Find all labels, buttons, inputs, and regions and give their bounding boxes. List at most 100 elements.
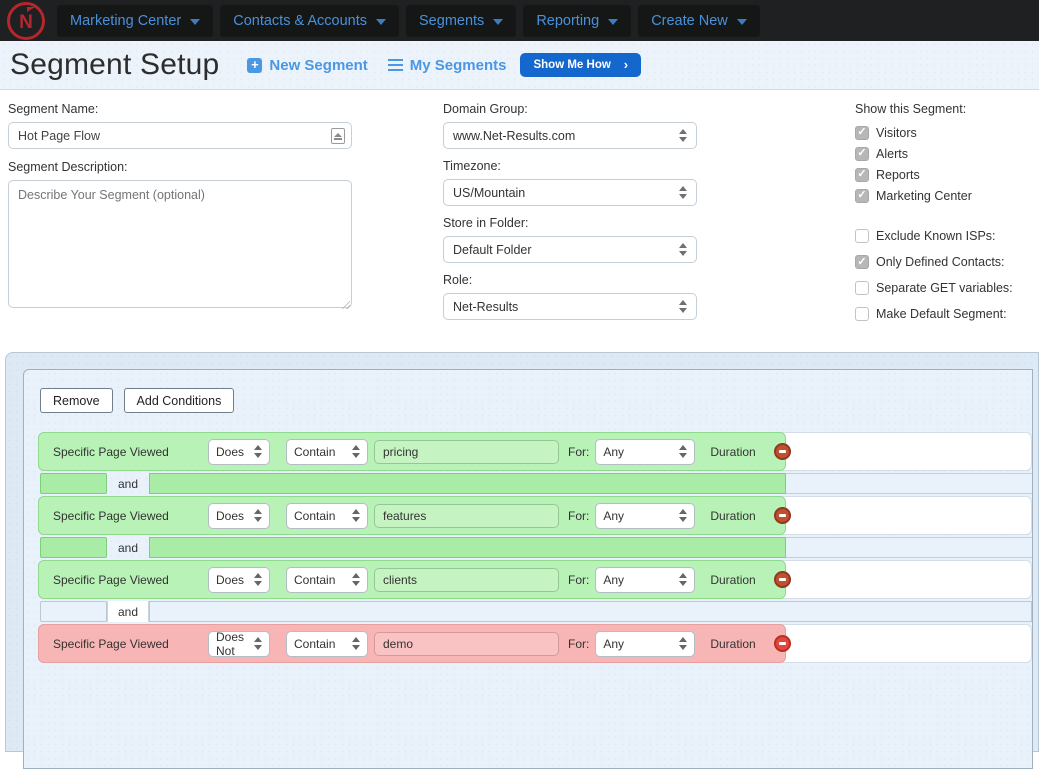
- connector-bar: [149, 601, 1032, 622]
- remove-condition-icon[interactable]: [773, 507, 791, 524]
- condition-row: Specific Page Viewed Does Contain For: Any Du…: [38, 432, 1032, 471]
- condition-value-input[interactable]: [374, 503, 559, 528]
- show-me-how-label: Show Me How: [533, 58, 611, 71]
- nav-item-label: Segments: [419, 12, 485, 29]
- selected-value: Contain: [294, 572, 336, 587]
- segment-name-label: Segment Name:: [8, 102, 99, 116]
- condition-value-input[interactable]: [374, 631, 559, 656]
- condition-field-label: Specific Page Viewed: [53, 444, 169, 459]
- condition-list: Specific Page Viewed Does Contain For: Any Du…: [38, 432, 1032, 663]
- domain-group-select[interactable]: www.Net-Results.com: [443, 122, 697, 149]
- nav-item-create-new[interactable]: Create New: [638, 4, 760, 37]
- condition-row-content: Specific Page Viewed Does Contain For: Any Du…: [39, 561, 1031, 598]
- net-results-logo[interactable]: N: [3, 1, 47, 41]
- operator-select[interactable]: Does: [208, 566, 270, 593]
- form-group-domain-group: Domain Group: www.Net-Results.com: [443, 102, 697, 149]
- checkbox-label: Separate GET variables:: [876, 281, 1013, 295]
- segment-name-field[interactable]: [8, 122, 352, 149]
- comparison-select[interactable]: Contain: [286, 630, 368, 657]
- checkbox-reports[interactable]: ✓: [855, 167, 869, 182]
- nav-item-label: Create New: [651, 12, 728, 29]
- up-down-arrows-icon: [679, 637, 688, 650]
- add-conditions-button[interactable]: Add Conditions: [123, 388, 235, 413]
- remove-condition-icon[interactable]: [773, 571, 791, 588]
- segment-description-field[interactable]: [8, 180, 352, 308]
- for-label: For:: [568, 444, 590, 459]
- nav-item-segments[interactable]: Segments: [406, 4, 517, 37]
- up-down-arrows-icon: [254, 637, 262, 650]
- connector-spacer: [40, 537, 107, 558]
- chevron-down-icon: [493, 18, 504, 25]
- logo-letter: N: [19, 11, 33, 33]
- selected-value: Any: [603, 508, 625, 523]
- role-label: Role:: [443, 273, 473, 287]
- condition-row: Specific Page Viewed Does Contain For: Any Du…: [38, 496, 1032, 535]
- checkbox-visitors[interactable]: ✓: [855, 125, 869, 140]
- duration-label: Duration: [710, 508, 756, 523]
- new-segment-button[interactable]: + New Segment: [247, 56, 368, 74]
- show-me-how-button[interactable]: Show Me How ›: [520, 53, 642, 77]
- up-down-arrows-icon: [679, 573, 688, 586]
- up-down-arrows-icon: [679, 243, 687, 256]
- operator-select[interactable]: Does: [208, 438, 270, 465]
- checkbox-marketing-center[interactable]: ✓: [855, 188, 869, 203]
- my-segments-button[interactable]: My Segments: [387, 56, 507, 74]
- condition-row: Specific Page Viewed Does Not Contain For: A…: [38, 624, 1032, 663]
- up-down-arrows-icon: [352, 509, 360, 522]
- condition-row-content: Specific Page Viewed Does Contain For: Any Du…: [39, 433, 1031, 470]
- remove-condition-icon[interactable]: [773, 443, 791, 460]
- checkbox-make-default-segment[interactable]: [855, 307, 869, 321]
- checkbox-separate-get-variables[interactable]: [855, 281, 869, 295]
- selected-value: Default Folder: [453, 242, 532, 257]
- store-in-folder-select[interactable]: Default Folder: [443, 236, 697, 263]
- role-select[interactable]: Net-Results: [443, 293, 697, 320]
- for-select[interactable]: Any: [595, 630, 696, 657]
- comparison-select[interactable]: Contain: [286, 502, 368, 529]
- condition-value-input[interactable]: [374, 567, 559, 592]
- selected-value: Does Not: [216, 629, 245, 658]
- remove-condition-icon[interactable]: [773, 635, 791, 652]
- operator-select[interactable]: Does: [208, 502, 270, 529]
- chevron-right-icon: ›: [623, 57, 629, 72]
- timezone-select[interactable]: US/Mountain: [443, 179, 697, 206]
- remove-button[interactable]: Remove: [40, 388, 113, 413]
- checkbox-exclude-known-isps[interactable]: [855, 229, 869, 243]
- connector-bar: [149, 537, 786, 558]
- selected-value: Does: [216, 444, 245, 459]
- my-segments-label: My Segments: [409, 56, 507, 74]
- nav-item-contacts-accounts[interactable]: Contacts & Accounts: [220, 4, 400, 37]
- for-select[interactable]: Any: [595, 502, 696, 529]
- nav-item-marketing-center[interactable]: Marketing Center: [57, 4, 214, 37]
- condition-value-input[interactable]: [374, 439, 559, 464]
- checkbox-label: Only Defined Contacts:: [876, 255, 1005, 269]
- up-down-arrows-icon: [352, 445, 360, 458]
- checkbox-row-alerts: ✓ Alerts: [855, 143, 1035, 164]
- plus-icon: +: [247, 57, 263, 73]
- connector-label: and: [117, 476, 139, 491]
- connector-bar: [149, 473, 786, 494]
- operator-select[interactable]: Does Not: [208, 629, 270, 658]
- selected-value: Contain: [294, 636, 336, 651]
- checkbox-row-reports: ✓ Reports: [855, 164, 1035, 185]
- nav-item-reporting[interactable]: Reporting: [523, 4, 632, 37]
- comparison-select[interactable]: Contain: [286, 438, 368, 465]
- for-select[interactable]: Any: [595, 438, 696, 465]
- up-down-arrows-icon: [679, 186, 687, 199]
- checkbox-alerts[interactable]: ✓: [855, 146, 869, 161]
- for-select[interactable]: Any: [595, 566, 696, 593]
- selected-value: Any: [603, 444, 625, 459]
- checkbox-only-defined-contacts[interactable]: ✓: [855, 255, 869, 269]
- autofill-icon[interactable]: [331, 128, 345, 144]
- comparison-select[interactable]: Contain: [286, 566, 368, 593]
- condition-field-label: Specific Page Viewed: [53, 636, 169, 651]
- page-title: Segment Setup: [10, 48, 220, 81]
- timezone-label: Timezone:: [443, 159, 501, 173]
- up-down-arrows-icon: [254, 573, 262, 586]
- checkbox-row-exclude-known-isps: Exclude Known ISPs:: [855, 223, 1035, 249]
- new-segment-label: New Segment: [269, 56, 368, 74]
- nav-item-label: Marketing Center: [70, 12, 182, 29]
- nav-item-label: Reporting: [536, 12, 600, 29]
- connector-label: and: [107, 601, 149, 622]
- selected-value: Does: [216, 508, 245, 523]
- duration-label: Duration: [710, 444, 756, 459]
